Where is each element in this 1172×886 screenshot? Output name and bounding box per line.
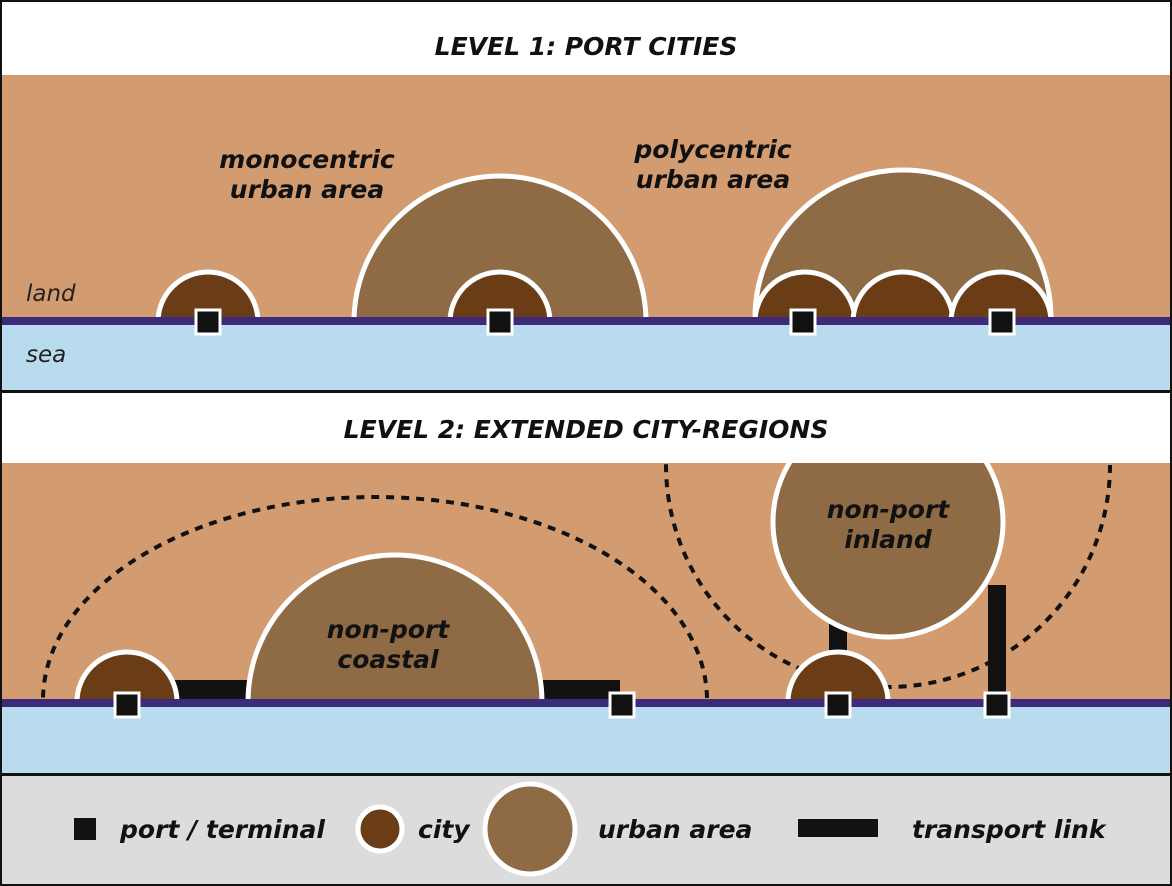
transport-link [172,680,252,702]
label: coastal [337,645,439,674]
port [824,691,852,719]
label: monocentric [219,145,395,174]
coastline [0,317,1172,325]
port [486,308,514,336]
legend-transport-link [798,819,878,837]
label: non-port [327,615,451,644]
level-title: LEVEL 1: PORT CITIES [435,32,738,61]
label: urban area [636,165,790,194]
legend-label: city [418,815,471,844]
level-title: LEVEL 2: EXTENDED CITY-REGIONS [344,415,829,444]
header [0,393,1172,463]
label: urban area [230,175,384,204]
sea [0,703,1172,775]
divider [0,390,1172,393]
transport-link [536,680,620,702]
legend-city [355,804,405,854]
port [113,691,141,719]
legend-urban-area [482,781,578,877]
label: land [26,281,76,307]
port [608,691,636,719]
label: non-port [827,495,951,524]
legend-port [74,818,96,840]
transport-link [988,585,1006,703]
header [0,0,1172,75]
port [194,308,222,336]
label: polycentric [633,135,791,164]
coastline [0,699,1172,707]
port [789,308,817,336]
label: sea [26,342,66,368]
urban-area [770,463,1006,640]
divider [0,773,1172,776]
port [988,308,1016,336]
label: inland [844,525,933,554]
port [983,691,1011,719]
legend-label: port / terminal [119,815,325,844]
legend-label: transport link [912,815,1107,844]
legend-label: urban area [598,815,752,844]
legend [0,776,1172,886]
